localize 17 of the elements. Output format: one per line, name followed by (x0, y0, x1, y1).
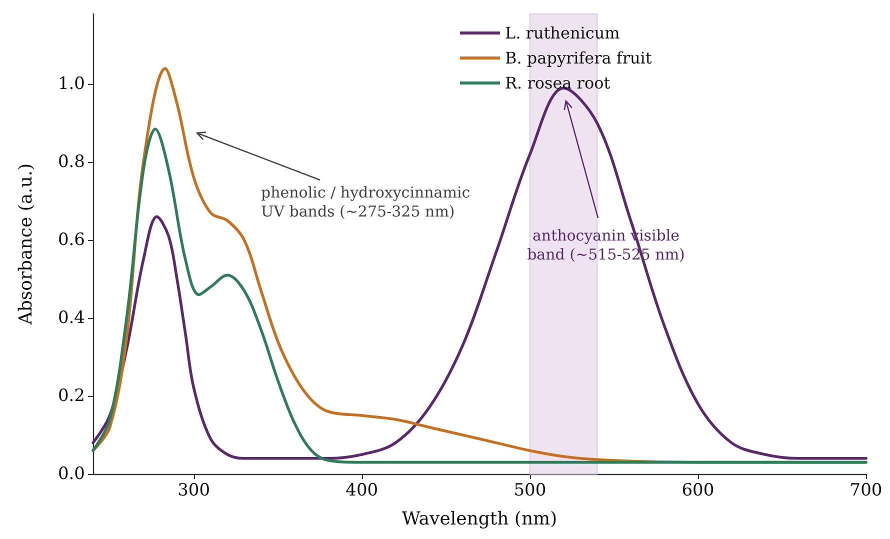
annotation: phenolic / hydroxycinnamic UV bands (~275-325 nm) (261, 184, 470, 220)
x-tick-label: 600 (682, 480, 714, 500)
y-tick-label: 1.0 (58, 74, 85, 94)
y-axis-title: Absorbance (a.u.) (16, 163, 36, 326)
legend-label: L. ruthenicum (505, 24, 620, 42)
legend-label: B. papyrifera fruit (505, 48, 652, 68)
x-axis-title: Wavelength (nm) (402, 508, 558, 530)
y-tick-label: 0.8 (58, 152, 85, 172)
y-tick-label: 0.4 (58, 308, 85, 328)
y-tick-label: 0.6 (58, 230, 85, 250)
y-tick-label: 0.2 (58, 386, 85, 406)
y-tick-label: 0.0 (58, 464, 85, 484)
x-tick-label: 700 (850, 480, 882, 500)
x-tick-label: 400 (346, 480, 378, 500)
legend-label: R. rosea root (505, 74, 611, 92)
x-tick-label: 300 (178, 480, 210, 500)
x-tick-label: 500 (514, 480, 546, 500)
